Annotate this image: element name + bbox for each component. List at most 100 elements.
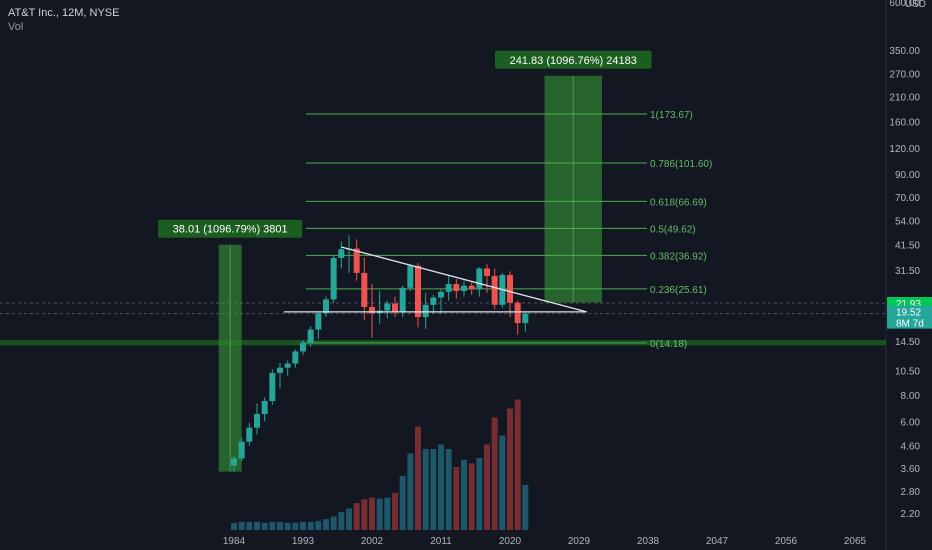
- symbol-title: AT&T Inc., 12M, NYSE: [8, 7, 120, 19]
- volume-bar: [407, 453, 414, 530]
- candle-body: [323, 299, 329, 314]
- candle-body: [315, 313, 322, 330]
- candle-body: [453, 283, 460, 292]
- volume-bar: [514, 399, 521, 530]
- candle-body: [277, 367, 283, 373]
- volume-bar: [269, 521, 276, 530]
- volume-bar: [399, 476, 406, 530]
- y-tick-label: 270.00: [889, 70, 920, 81]
- volume-bar: [476, 458, 483, 530]
- candle-body: [468, 285, 475, 290]
- triangle-trendline: [341, 246, 587, 313]
- candle-body: [292, 351, 299, 364]
- x-tick-label: 2065: [844, 536, 867, 547]
- x-tick-label: 2038: [637, 536, 660, 547]
- fib-level-label: 0.786(101.60): [650, 159, 712, 170]
- fib-level-label: 1(173.67): [650, 110, 693, 121]
- candle-body: [284, 363, 291, 368]
- x-tick-label: 1984: [223, 536, 246, 547]
- candle-body: [399, 287, 406, 313]
- candle-body: [254, 414, 260, 428]
- price-badge-label: 21.93: [896, 299, 921, 310]
- volume-bar: [453, 467, 460, 530]
- y-tick-label: 350.00: [889, 46, 920, 57]
- candle-body: [491, 275, 498, 305]
- measure-label-bg: [158, 219, 303, 238]
- y-tick-label: 14.50: [895, 337, 920, 348]
- volume-bar: [430, 449, 437, 530]
- y-tick-label: 4.60: [901, 442, 921, 453]
- y-tick-label: 2.80: [901, 487, 921, 498]
- price-badge: [887, 305, 932, 318]
- measure-label-bg: [494, 50, 652, 69]
- y-tick-label: 3.60: [901, 464, 921, 475]
- candle-body: [430, 297, 437, 305]
- volume-bar: [323, 519, 329, 530]
- y-tick-label: 8.00: [901, 391, 921, 402]
- y-tick-label: 160.00: [889, 117, 920, 128]
- candle-body: [461, 285, 467, 292]
- volume-bar: [307, 521, 314, 530]
- candle-body: [361, 272, 368, 307]
- volume-bar: [361, 499, 368, 530]
- volume-bar: [461, 459, 467, 530]
- volume-bar: [491, 417, 498, 530]
- volume-bar: [238, 521, 245, 530]
- volume-bar: [338, 512, 345, 530]
- x-tick-label: 2011: [430, 536, 452, 547]
- candle-body: [246, 427, 253, 442]
- x-tick-label: 2002: [361, 536, 384, 547]
- volume-bar: [468, 463, 475, 530]
- volume-bar: [261, 522, 268, 530]
- candle-body: [231, 458, 237, 466]
- currency-label: USD: [904, 0, 926, 10]
- y-tick-label: 120.00: [889, 144, 920, 155]
- volume-bar: [415, 426, 421, 530]
- candle-body: [476, 268, 483, 290]
- candle-body: [422, 304, 429, 318]
- measure-label: 38.01 (1096.79%) 3801: [173, 224, 288, 236]
- candle-body: [269, 372, 276, 401]
- candle-body: [353, 248, 360, 273]
- volume-bar: [284, 522, 291, 530]
- volume-bar: [384, 497, 391, 530]
- y-tick-label: 31.50: [895, 266, 920, 277]
- y-tick-label: 10.50: [895, 366, 920, 377]
- volume-bar: [277, 521, 283, 530]
- volume-bar: [254, 521, 260, 530]
- fib-level-label: 0.618(66.69): [650, 197, 707, 208]
- volume-bar: [246, 521, 253, 530]
- volume-bar: [392, 493, 398, 530]
- fib-level-label: 0.382(36.92): [650, 251, 707, 262]
- candle-body: [514, 302, 521, 324]
- candle-body: [300, 342, 306, 352]
- y-tick-label: 6.00: [901, 417, 921, 428]
- x-tick-label: 2047: [706, 536, 729, 547]
- volume-bar: [292, 522, 299, 530]
- volume-bar: [522, 485, 529, 530]
- volume-bar: [346, 508, 352, 530]
- volume-bar: [484, 444, 490, 530]
- fib-level-label: 0.5(49.62): [650, 224, 696, 235]
- volume-bar: [300, 521, 306, 530]
- fib-level-label: 0(14.18): [650, 339, 687, 350]
- volume-bar: [499, 435, 506, 530]
- x-tick-label: 2020: [499, 536, 522, 547]
- y-tick-label: 41.50: [895, 241, 920, 252]
- candle-body: [369, 306, 375, 314]
- candle-body: [384, 303, 391, 311]
- candle-body: [238, 441, 245, 459]
- y-tick-label: 54.00: [895, 217, 920, 228]
- volume-bar: [376, 498, 383, 530]
- price-badge-label: 19.52: [896, 308, 921, 319]
- volume-bar: [369, 497, 375, 530]
- volume-bar: [315, 521, 322, 530]
- candle-body: [407, 265, 414, 288]
- candle-body: [261, 400, 268, 415]
- y-tick-label: 70.00: [895, 193, 920, 204]
- x-tick-label: 2056: [775, 536, 798, 547]
- measure-label: 241.83 (1096.76%) 24183: [510, 55, 637, 67]
- candle-body: [522, 313, 529, 324]
- candle-body: [445, 283, 452, 292]
